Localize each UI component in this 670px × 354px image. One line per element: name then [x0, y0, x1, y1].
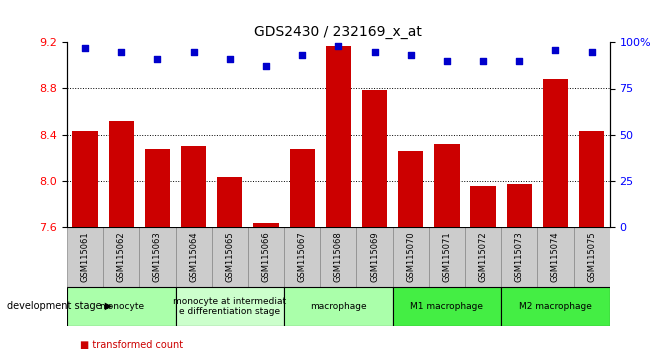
Text: GSM115073: GSM115073 — [515, 231, 524, 282]
Point — [297, 52, 308, 58]
Text: GSM115068: GSM115068 — [334, 231, 343, 282]
Point — [224, 56, 235, 62]
Point — [369, 49, 380, 55]
Point — [80, 45, 90, 51]
Bar — [289, 149, 315, 354]
FancyBboxPatch shape — [537, 227, 574, 287]
Text: macrophage: macrophage — [310, 302, 366, 311]
FancyBboxPatch shape — [139, 227, 176, 287]
Bar — [434, 144, 460, 354]
Text: GSM115067: GSM115067 — [297, 231, 307, 282]
FancyBboxPatch shape — [248, 227, 284, 287]
Title: GDS2430 / 232169_x_at: GDS2430 / 232169_x_at — [255, 25, 422, 39]
Text: GSM115065: GSM115065 — [225, 231, 234, 282]
Text: ■ transformed count: ■ transformed count — [80, 340, 184, 350]
Bar — [181, 146, 206, 354]
Text: GSM115061: GSM115061 — [80, 231, 90, 282]
FancyBboxPatch shape — [320, 227, 356, 287]
Point — [116, 49, 127, 55]
Bar — [579, 131, 604, 354]
Bar — [326, 46, 351, 354]
Text: GSM115066: GSM115066 — [261, 231, 271, 282]
Text: monocyte: monocyte — [98, 302, 144, 311]
FancyBboxPatch shape — [67, 287, 176, 326]
Point — [188, 49, 199, 55]
Text: GSM115074: GSM115074 — [551, 231, 560, 282]
FancyBboxPatch shape — [284, 287, 393, 326]
Point — [514, 58, 525, 64]
Bar — [72, 131, 98, 354]
FancyBboxPatch shape — [465, 227, 501, 287]
Bar — [362, 90, 387, 354]
Point — [261, 64, 271, 69]
Point — [442, 58, 452, 64]
FancyBboxPatch shape — [176, 287, 284, 326]
FancyBboxPatch shape — [429, 227, 465, 287]
Point — [478, 58, 488, 64]
FancyBboxPatch shape — [393, 227, 429, 287]
FancyBboxPatch shape — [501, 287, 610, 326]
Bar — [109, 121, 134, 354]
FancyBboxPatch shape — [103, 227, 139, 287]
Text: M2 macrophage: M2 macrophage — [519, 302, 592, 311]
Text: monocyte at intermediat
e differentiation stage: monocyte at intermediat e differentiatio… — [174, 297, 286, 316]
Point — [586, 49, 597, 55]
Text: M1 macrophage: M1 macrophage — [411, 302, 483, 311]
FancyBboxPatch shape — [574, 227, 610, 287]
Text: GSM115069: GSM115069 — [370, 231, 379, 282]
Text: GSM115071: GSM115071 — [442, 231, 452, 282]
Bar — [253, 223, 279, 354]
Text: GSM115063: GSM115063 — [153, 231, 162, 282]
Bar — [398, 150, 423, 354]
FancyBboxPatch shape — [393, 287, 501, 326]
FancyBboxPatch shape — [67, 227, 103, 287]
Point — [152, 56, 163, 62]
Point — [333, 43, 344, 49]
Point — [550, 47, 561, 53]
Text: development stage ▶: development stage ▶ — [7, 301, 112, 311]
Text: GSM115075: GSM115075 — [587, 231, 596, 282]
Bar — [470, 186, 496, 354]
Point — [405, 52, 416, 58]
Bar — [217, 177, 243, 354]
Text: GSM115072: GSM115072 — [478, 231, 488, 282]
Bar — [145, 149, 170, 354]
Text: GSM115070: GSM115070 — [406, 231, 415, 282]
FancyBboxPatch shape — [356, 227, 393, 287]
FancyBboxPatch shape — [501, 227, 537, 287]
Text: GSM115062: GSM115062 — [117, 231, 126, 282]
FancyBboxPatch shape — [176, 227, 212, 287]
Text: GSM115064: GSM115064 — [189, 231, 198, 282]
FancyBboxPatch shape — [212, 227, 248, 287]
Bar — [543, 79, 568, 354]
Bar — [507, 184, 532, 354]
FancyBboxPatch shape — [284, 227, 320, 287]
